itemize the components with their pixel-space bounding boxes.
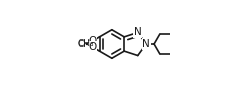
Text: N: N [142, 39, 150, 49]
Text: N: N [133, 27, 141, 37]
Text: CH₃: CH₃ [78, 40, 94, 49]
Text: O: O [88, 36, 96, 46]
Text: O: O [88, 42, 96, 52]
Text: CH₃: CH₃ [78, 39, 94, 48]
